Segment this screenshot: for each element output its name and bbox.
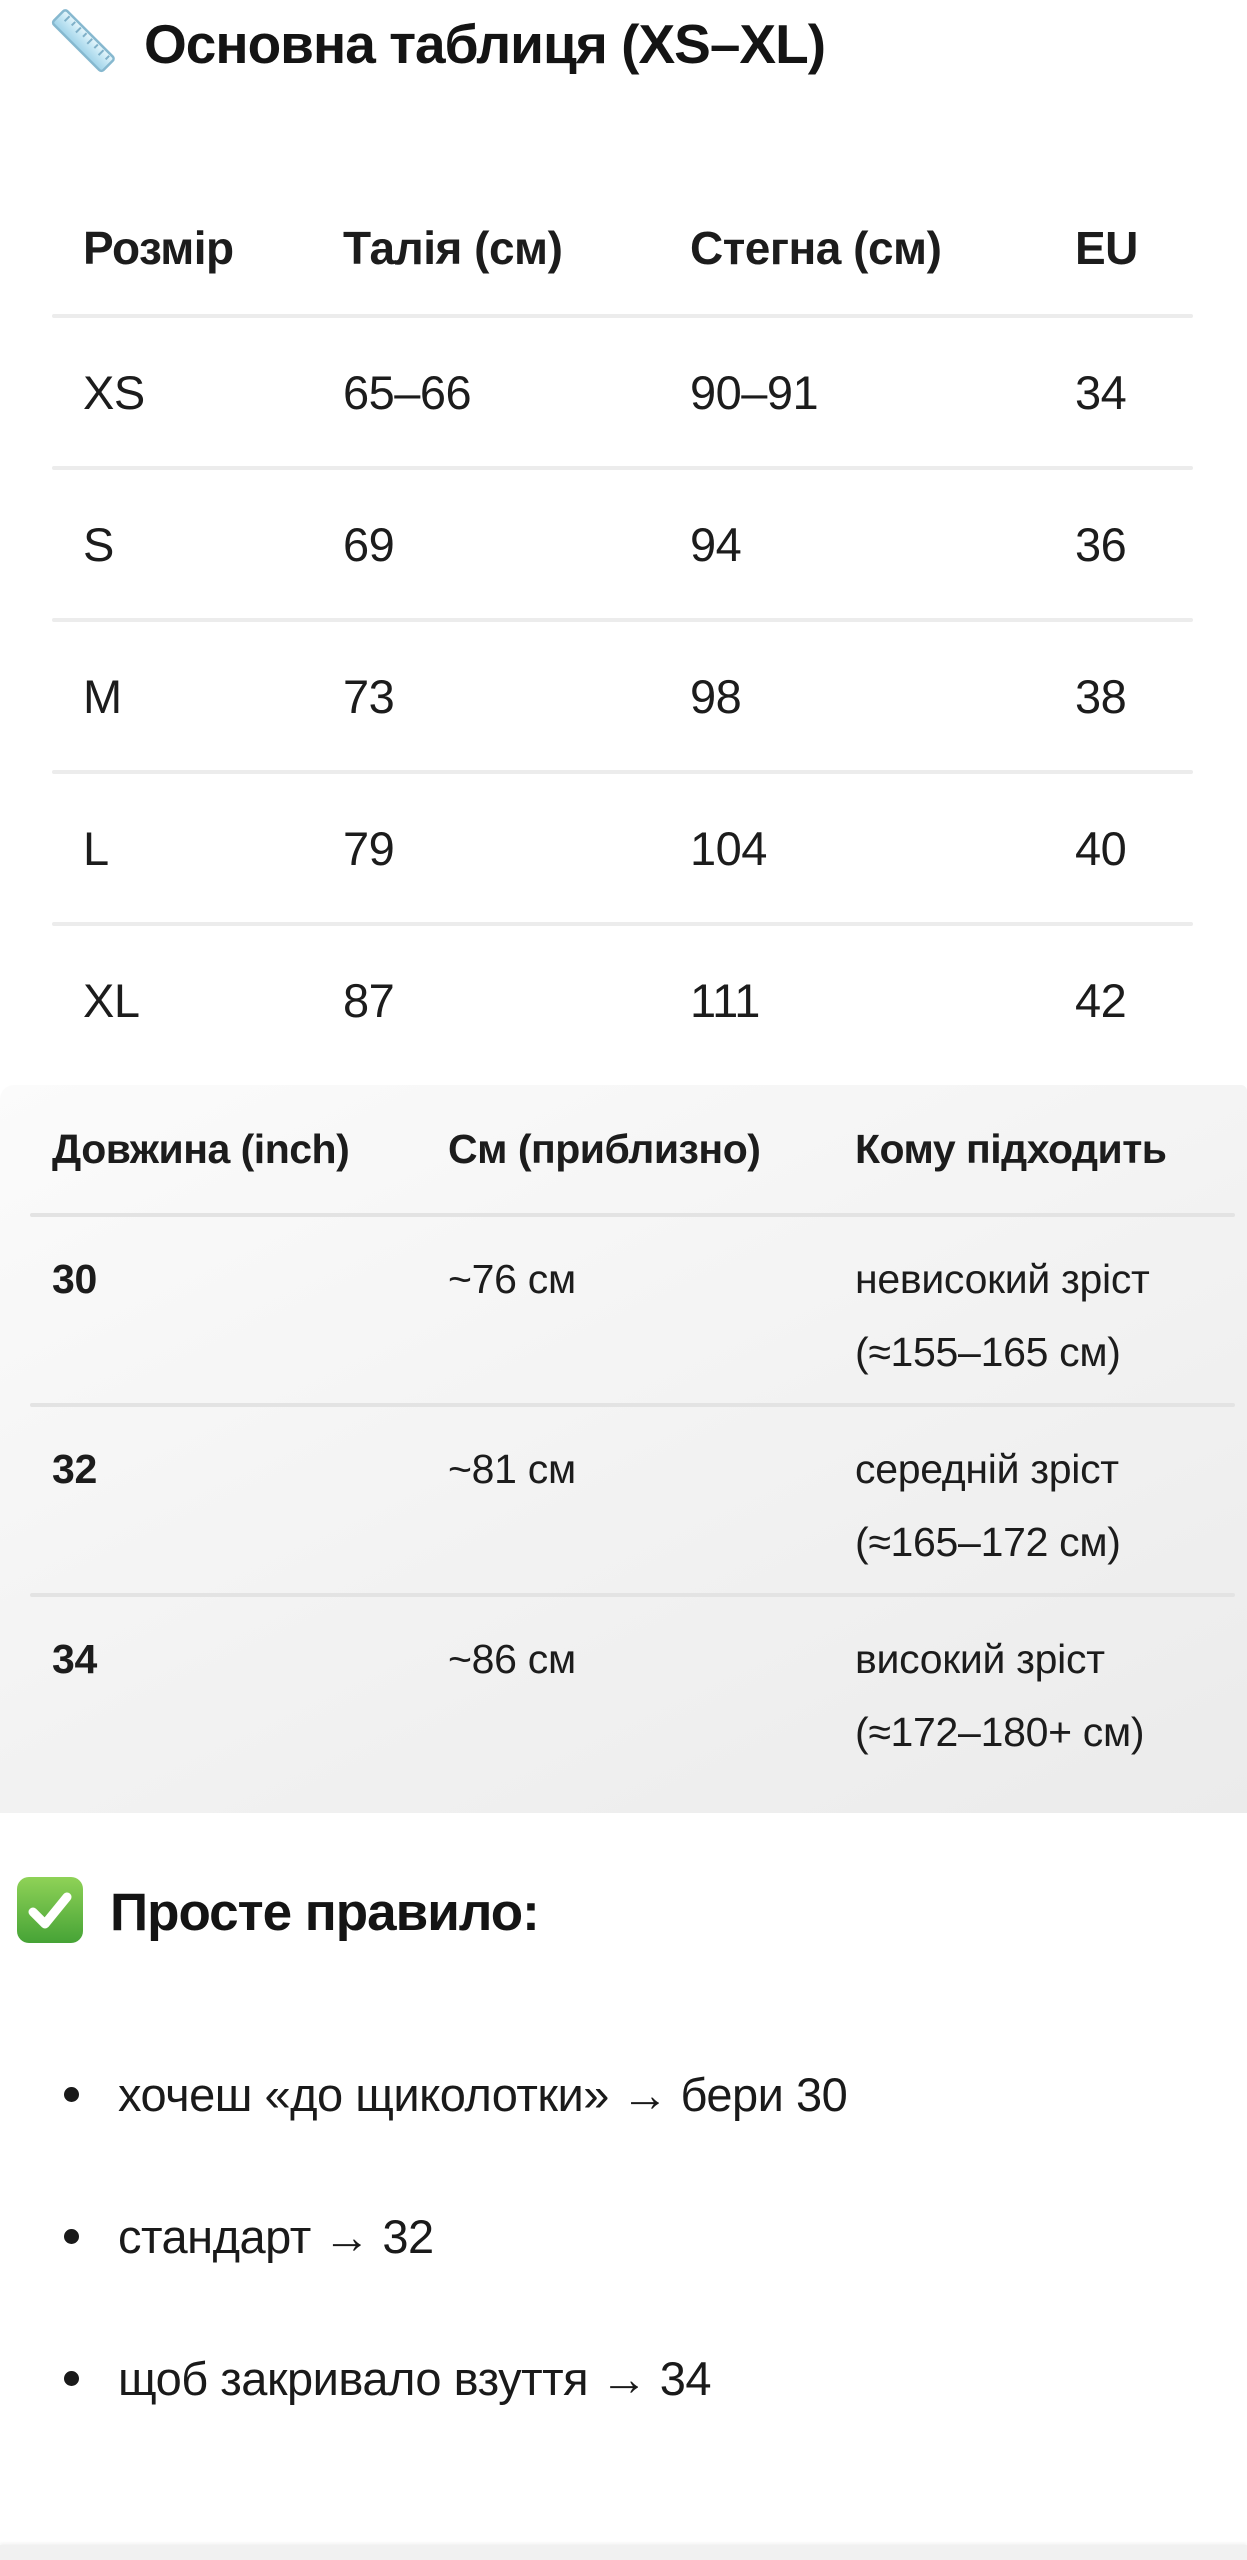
length-table-header-row: Довжина (inch) См (приблизно) Кому підхо… <box>0 1085 1247 1213</box>
inch-cell: 30 <box>52 1256 98 1302</box>
page-header: Основна таблиця (XS–XL) <box>44 2 826 85</box>
table-row: S 69 94 36 <box>0 470 1247 618</box>
hips-cell: 94 <box>690 517 742 571</box>
page-title: Основна таблиця (XS–XL) <box>144 12 826 75</box>
row-divider <box>52 770 1193 774</box>
row-divider <box>52 466 1193 470</box>
hips-cell: 90–91 <box>690 365 819 419</box>
rule-text: щоб закривало взуття → 34 <box>118 2352 712 2405</box>
column-header: EU <box>1075 222 1138 274</box>
rule-text: хочеш «до щиколотки» → бери 30 <box>118 2068 848 2121</box>
size-table: Розмір Талія (см) Стегна (см) EU XS 65–6… <box>0 182 1247 1074</box>
list-item: стандарт → 32 <box>62 2208 1207 2266</box>
list-item: щоб закривало взуття → 34 <box>62 2350 1207 2408</box>
bullet-icon <box>64 2087 79 2102</box>
inch-cell: 34 <box>52 1636 98 1682</box>
size-table-header-row: Розмір Талія (см) Стегна (см) EU <box>0 182 1247 314</box>
column-header: Талія (см) <box>343 222 563 274</box>
eu-cell: 42 <box>1075 973 1127 1027</box>
waist-cell: 65–66 <box>343 365 472 419</box>
size-cell: M <box>83 669 122 723</box>
column-header: Довжина (inch) <box>52 1125 350 1172</box>
column-header: Стегна (см) <box>690 222 942 274</box>
size-cell: XL <box>83 973 140 1027</box>
list-item: хочеш «до щиколотки» → бери 30 <box>62 2066 1207 2124</box>
cm-cell: ~81 см <box>448 1446 576 1492</box>
inch-cell: 32 <box>52 1446 98 1492</box>
eu-cell: 38 <box>1075 669 1127 723</box>
table-row: L 79 104 40 <box>0 774 1247 922</box>
fit-line: (≈155–165 см) <box>855 1329 1121 1375</box>
cm-cell: ~76 см <box>448 1256 576 1302</box>
ruler-icon <box>44 2 122 85</box>
table-row: 34 ~86 см високий зріст (≈172–180+ см) <box>0 1597 1247 1783</box>
fit-cell: високий зріст (≈172–180+ см) <box>855 1623 1237 1783</box>
bottom-panel-edge <box>0 2545 1247 2560</box>
waist-cell: 79 <box>343 821 395 875</box>
column-header: Кому підходить <box>855 1125 1167 1172</box>
size-cell: XS <box>83 365 145 419</box>
table-row: 32 ~81 см середній зріст (≈165–172 см) <box>0 1407 1247 1593</box>
column-header: Розмір <box>83 222 234 274</box>
waist-cell: 87 <box>343 973 395 1027</box>
fit-cell: середній зріст (≈165–172 см) <box>855 1433 1237 1593</box>
waist-cell: 73 <box>343 669 395 723</box>
eu-cell: 34 <box>1075 365 1127 419</box>
table-row: 30 ~76 см невисокий зріст (≈155–165 см) <box>0 1217 1247 1403</box>
check-mark-icon <box>14 1874 86 1951</box>
eu-cell: 40 <box>1075 821 1127 875</box>
fit-line: (≈172–180+ см) <box>855 1709 1145 1755</box>
rule-list: хочеш «до щиколотки» → бери 30 стандарт … <box>62 2066 1207 2492</box>
fit-line: високий зріст <box>855 1636 1105 1682</box>
row-divider <box>30 1403 1235 1407</box>
fit-line: (≈165–172 см) <box>855 1519 1121 1565</box>
waist-cell: 69 <box>343 517 395 571</box>
row-divider <box>52 618 1193 622</box>
row-divider <box>30 1213 1235 1217</box>
row-divider <box>52 922 1193 926</box>
rule-heading: Просте правило: <box>110 1883 540 1942</box>
rule-text: стандарт → 32 <box>118 2210 434 2263</box>
fit-line: невисокий зріст <box>855 1256 1150 1302</box>
column-header: См (приблизно) <box>448 1125 761 1172</box>
hips-cell: 104 <box>690 821 767 875</box>
row-divider <box>52 314 1193 318</box>
row-divider <box>30 1593 1235 1597</box>
bullet-icon <box>64 2371 79 2386</box>
bullet-icon <box>64 2229 79 2244</box>
hips-cell: 98 <box>690 669 742 723</box>
size-cell: L <box>83 821 109 875</box>
eu-cell: 36 <box>1075 517 1127 571</box>
table-row: M 73 98 38 <box>0 622 1247 770</box>
rule-header: Просте правило: <box>14 1874 540 1951</box>
length-table-panel: Довжина (inch) См (приблизно) Кому підхо… <box>0 1085 1247 1813</box>
fit-cell: невисокий зріст (≈155–165 см) <box>855 1243 1237 1403</box>
table-row: XL 87 111 42 <box>0 926 1247 1074</box>
size-cell: S <box>83 517 114 571</box>
cm-cell: ~86 см <box>448 1636 576 1682</box>
table-row: XS 65–66 90–91 34 <box>0 318 1247 466</box>
hips-cell: 111 <box>690 973 760 1027</box>
fit-line: середній зріст <box>855 1446 1119 1492</box>
